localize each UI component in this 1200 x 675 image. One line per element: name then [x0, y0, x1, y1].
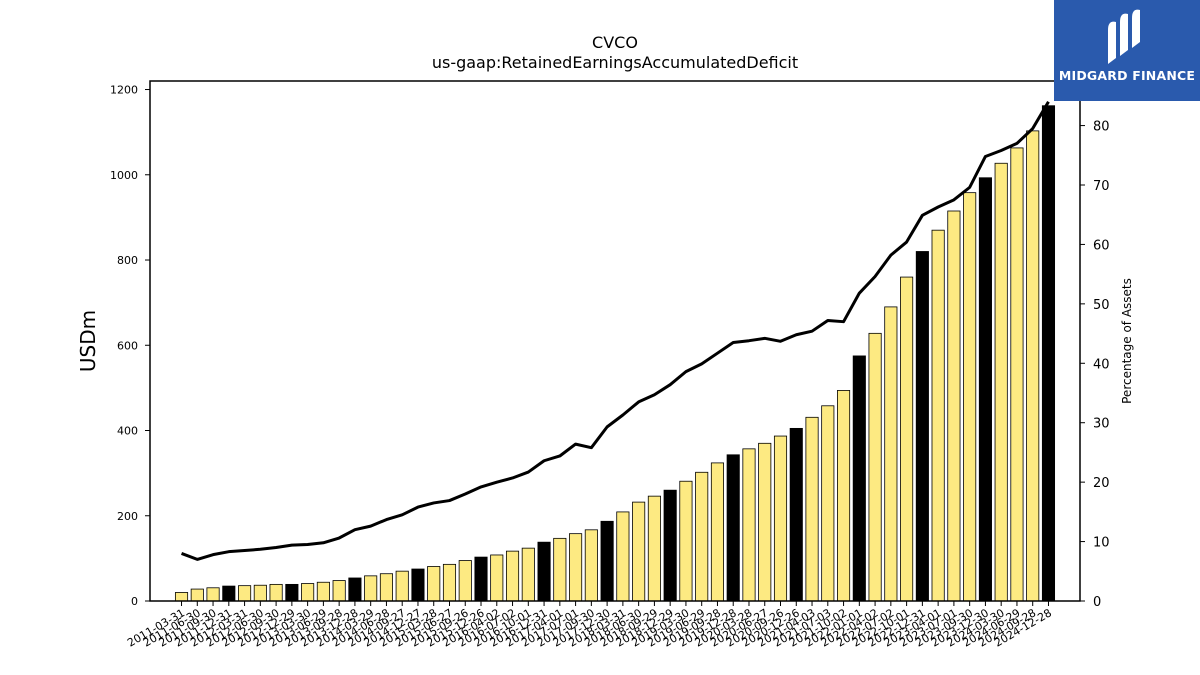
bar: [427, 566, 441, 602]
bar: [490, 554, 504, 602]
bar: [663, 489, 677, 602]
bar: [458, 560, 472, 602]
bar: [190, 588, 204, 602]
bar: [348, 577, 362, 602]
bar: [285, 583, 299, 602]
y2-tick-label: 60: [1093, 238, 1110, 253]
bar: [600, 520, 614, 602]
bar: [364, 575, 378, 602]
bar: [647, 495, 661, 602]
bar: [569, 533, 583, 602]
y-tick-label: 800: [117, 254, 138, 267]
bar: [174, 592, 189, 602]
bar: [947, 210, 961, 602]
bar: [584, 529, 598, 602]
bar: [868, 332, 882, 602]
y2-axis-label: Percentage of Assets: [1120, 278, 1134, 404]
y2-tick-label: 50: [1093, 298, 1110, 313]
bar: [222, 585, 236, 602]
y-tick-label: 1200: [110, 84, 138, 97]
bar: [710, 462, 724, 602]
midgard-logo-icon: [1108, 9, 1140, 64]
bar: [553, 537, 567, 602]
bar: [1010, 147, 1024, 602]
plot-area: 0200400600800100012000102030405060708020…: [110, 80, 1110, 650]
bar: [758, 442, 772, 602]
bar: [395, 570, 409, 602]
y2-tick-label: 40: [1093, 357, 1110, 372]
y2-tick-label: 80: [1093, 120, 1110, 135]
bar: [616, 511, 630, 602]
bar: [821, 405, 835, 602]
bar: [884, 306, 898, 602]
bar: [474, 556, 488, 602]
y-tick-label: 400: [117, 425, 138, 438]
bar: [632, 501, 646, 602]
y2-tick-label: 30: [1093, 417, 1110, 432]
bar: [411, 568, 425, 602]
bar: [1026, 130, 1040, 602]
y2-tick-label: 0: [1093, 595, 1101, 610]
bar: [805, 416, 819, 602]
bar: [963, 192, 977, 602]
y2-tick-label: 10: [1093, 536, 1110, 551]
y2-tick-label: 20: [1093, 476, 1110, 491]
bar: [537, 541, 551, 602]
chart-title: CVCO: [592, 33, 638, 52]
bar: [773, 435, 788, 602]
bar: [900, 276, 914, 602]
bar: [679, 480, 693, 602]
bar: [742, 448, 756, 602]
bar: [379, 573, 393, 602]
bar: [726, 454, 740, 602]
bar: [837, 390, 851, 602]
bar: [253, 584, 267, 602]
brand-name: MIDGARD FINANCE: [1058, 68, 1196, 83]
bar: [316, 581, 330, 602]
percentage-line: [181, 101, 1050, 561]
y-tick-label: 0: [131, 595, 138, 608]
y-tick-label: 1000: [110, 169, 138, 182]
y2-tick-label: 70: [1093, 179, 1110, 194]
bar: [1041, 105, 1056, 602]
brand-logo: MIDGARD FINANCE: [1054, 0, 1200, 101]
bar: [931, 229, 945, 602]
y-axis-label: USDm: [76, 310, 100, 372]
bar: [915, 251, 929, 602]
bar: [521, 547, 535, 602]
y-tick-label: 200: [117, 510, 138, 523]
y-tick-label: 600: [117, 339, 138, 352]
bar: [442, 563, 457, 602]
plot-frame: [149, 80, 1081, 602]
bar: [332, 580, 346, 602]
bar: [238, 585, 252, 602]
bar: [695, 471, 709, 602]
bar: [206, 587, 220, 602]
chart-subtitle: us-gaap:RetainedEarningsAccumulatedDefic…: [432, 53, 798, 72]
bar: [978, 177, 992, 602]
bar: [505, 550, 520, 602]
bar: [994, 162, 1008, 602]
bar: [301, 583, 315, 602]
bar: [852, 355, 866, 602]
bar: [269, 583, 283, 602]
bar: [789, 427, 803, 602]
